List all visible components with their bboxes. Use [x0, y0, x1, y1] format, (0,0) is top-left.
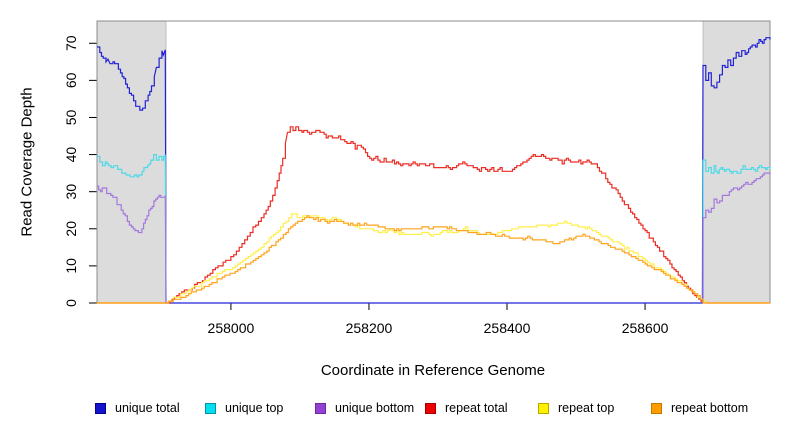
series-repeat-top	[97, 213, 770, 304]
y-tick-label: 20	[63, 221, 79, 237]
legend-label: unique total	[115, 401, 180, 415]
legend-label: unique top	[225, 401, 284, 415]
legend-label: repeat top	[558, 401, 615, 415]
legend-swatch-icon	[95, 402, 106, 414]
y-tick-label: 50	[63, 109, 79, 125]
legend-item-unique-bottom: unique bottom	[315, 399, 414, 417]
y-tick-label: 30	[63, 184, 79, 200]
x-tick-label: 258600	[622, 320, 669, 336]
y-tick-label: 70	[63, 35, 79, 51]
series-unique-top	[97, 154, 167, 304]
legend-swatch-icon	[651, 402, 662, 414]
legend-item-repeat-bottom: repeat bottom	[651, 399, 748, 417]
x-axis-title: Coordinate in Reference Genome	[320, 362, 546, 379]
legend-swatch-icon	[315, 402, 326, 414]
legend-item-unique-top: unique top	[205, 399, 283, 417]
legend-item-repeat-top: repeat top	[538, 399, 614, 417]
legend-item-unique-total: unique total	[95, 399, 180, 417]
series-repeat-total	[97, 126, 770, 304]
legend: unique total unique top unique bottom repea…	[0, 399, 792, 419]
x-tick-label: 258000	[208, 320, 255, 336]
y-tick-label: 0	[63, 299, 79, 307]
legend-swatch-icon	[425, 402, 436, 414]
series-unique-top	[702, 159, 771, 303]
masked-region-left	[96, 20, 167, 304]
x-tick-label: 258200	[346, 320, 393, 336]
legend-label: unique bottom	[335, 401, 415, 415]
legend-swatch-icon	[538, 402, 549, 414]
legend-label: repeat total	[445, 401, 508, 415]
y-axis-title: Read Coverage Depth	[18, 87, 36, 237]
y-tick-label: 60	[63, 72, 79, 88]
legend-item-repeat-total: repeat total	[425, 399, 508, 417]
series-repeat-bottom	[97, 215, 770, 304]
series-unique-bottom	[702, 172, 771, 303]
x-tick-label: 258400	[484, 320, 531, 336]
legend-label: repeat bottom	[671, 401, 749, 415]
series-unique-total	[97, 37, 771, 304]
legend-swatch-icon	[205, 402, 216, 414]
y-tick-label: 10	[63, 258, 79, 274]
series-unique-bottom	[97, 185, 167, 304]
y-tick-label: 40	[63, 147, 79, 163]
masked-region-right	[702, 20, 771, 304]
